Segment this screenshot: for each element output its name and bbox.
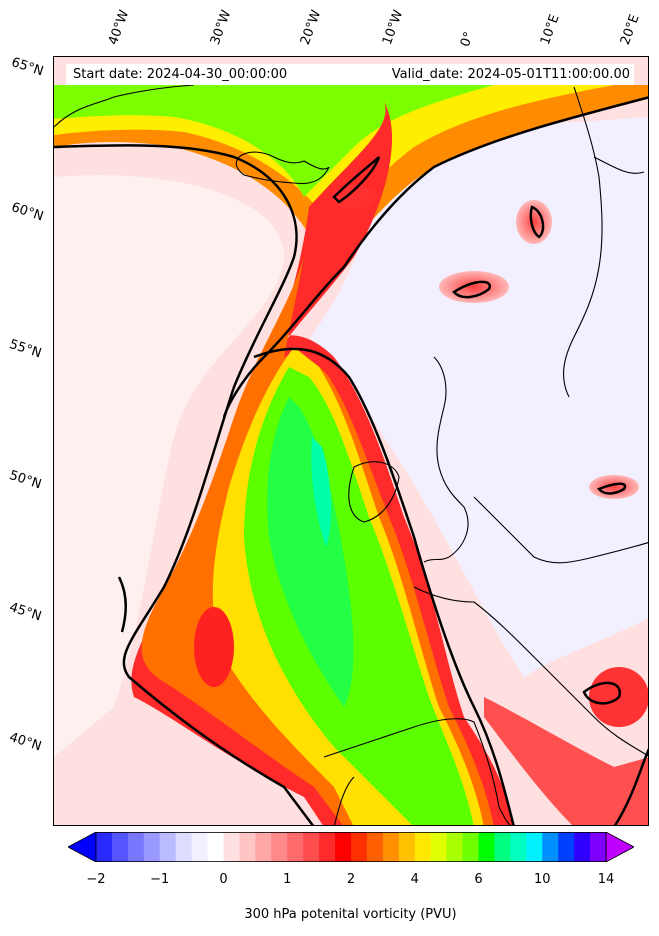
colorbar-segment bbox=[590, 832, 607, 862]
northern-jet-green bbox=[54, 85, 494, 197]
contour-2pvu bbox=[54, 96, 648, 825]
colorbar-segment bbox=[335, 832, 352, 862]
lon-label-20e: 20°E bbox=[617, 12, 643, 48]
colorbar-segment bbox=[207, 832, 224, 862]
map-frame bbox=[53, 56, 649, 826]
colorbar-tick-label: 1 bbox=[283, 872, 292, 887]
lon-label-0: 0° bbox=[457, 29, 478, 49]
lat-label-40n: 40°N bbox=[7, 730, 44, 755]
colorbar-segment bbox=[319, 832, 336, 862]
colorbar-tick-label: 10 bbox=[533, 872, 551, 887]
colorbar-segment bbox=[574, 832, 591, 862]
pv-map bbox=[54, 57, 648, 825]
colorbar-segment bbox=[494, 832, 511, 862]
pv-band-iberia bbox=[484, 697, 648, 825]
colorbar-extend-min bbox=[68, 832, 97, 862]
colorbar-segment bbox=[542, 832, 559, 862]
lat-label-50n: 50°N bbox=[7, 468, 44, 493]
lon-label-30w: 30°W bbox=[207, 8, 235, 47]
colorbar-segment bbox=[430, 832, 448, 862]
start-date: Start date: 2024-04-30_00:00:00 bbox=[73, 67, 288, 82]
lon-label-10w: 10°W bbox=[379, 8, 407, 47]
colorbar-tick-label: −2 bbox=[86, 872, 106, 887]
lat-label-65n: 65°N bbox=[9, 55, 46, 80]
colorbar-segment bbox=[446, 832, 464, 862]
colorbar-extend-max bbox=[605, 832, 634, 862]
pv-blob-baltic bbox=[589, 475, 639, 499]
colorbar-tick-label: 6 bbox=[474, 872, 483, 887]
colorbar bbox=[68, 832, 634, 862]
colorbar-segment bbox=[127, 832, 145, 862]
colorbar-segment bbox=[351, 832, 368, 862]
colorbar-segment bbox=[558, 832, 575, 862]
lat-label-55n: 55°N bbox=[7, 337, 44, 362]
colorbar-segment bbox=[462, 832, 479, 862]
colorbar-segment bbox=[398, 832, 416, 862]
valid-date: Valid_date: 2024-05-01T11:00:00.00 bbox=[391, 67, 630, 82]
colorbar-segment bbox=[414, 832, 432, 862]
low-pv-region-east bbox=[304, 117, 648, 677]
pv-blob-norway bbox=[439, 271, 509, 303]
colorbar-segment bbox=[526, 832, 543, 862]
colorbar-segment bbox=[223, 832, 240, 862]
lon-label-20w: 20°W bbox=[297, 8, 325, 47]
date-info-box: Start date: 2024-04-30_00:00:00 Valid_da… bbox=[66, 64, 634, 85]
coastlines bbox=[54, 84, 648, 825]
colorbar-segment bbox=[478, 832, 495, 862]
red-blob-north bbox=[332, 185, 376, 209]
colorbar-segment bbox=[287, 832, 304, 862]
colorbar-tick-label: −1 bbox=[150, 872, 170, 887]
colorbar-tick-label: 2 bbox=[346, 872, 356, 887]
colorbar-segment bbox=[303, 832, 320, 862]
colorbar-segment bbox=[143, 832, 161, 862]
colorbar-segment bbox=[96, 832, 113, 862]
colorbar-segment bbox=[382, 832, 400, 862]
colorbar-border bbox=[95, 832, 607, 862]
colorbar-segment bbox=[239, 832, 256, 862]
colorbar-tick-label: 4 bbox=[410, 872, 419, 887]
low-pv-region-west bbox=[54, 175, 284, 758]
colorbar-tick-label: 0 bbox=[219, 872, 228, 887]
colorbar-segment bbox=[366, 832, 384, 862]
lon-label-40w: 40°W bbox=[105, 8, 133, 47]
colorbar-segment bbox=[255, 832, 272, 862]
colorbar-segment bbox=[510, 832, 527, 862]
lat-label-60n: 60°N bbox=[9, 200, 46, 225]
red-blob-sw bbox=[194, 607, 234, 687]
colorbar-segment bbox=[159, 832, 177, 862]
colorbar-segment bbox=[175, 832, 193, 862]
lat-label-45n: 45°N bbox=[7, 600, 44, 625]
trough-cyan-core bbox=[311, 437, 331, 547]
colorbar-tick-label: 14 bbox=[597, 872, 615, 887]
colorbar-segment bbox=[111, 832, 129, 862]
lon-label-10e: 10°E bbox=[537, 12, 563, 48]
colorbar-segment bbox=[271, 832, 288, 862]
colorbar-label: 300 hPa potenital vorticity (PVU) bbox=[244, 907, 457, 922]
colorbar-segment bbox=[191, 832, 209, 862]
trough-bright-green bbox=[267, 397, 354, 707]
